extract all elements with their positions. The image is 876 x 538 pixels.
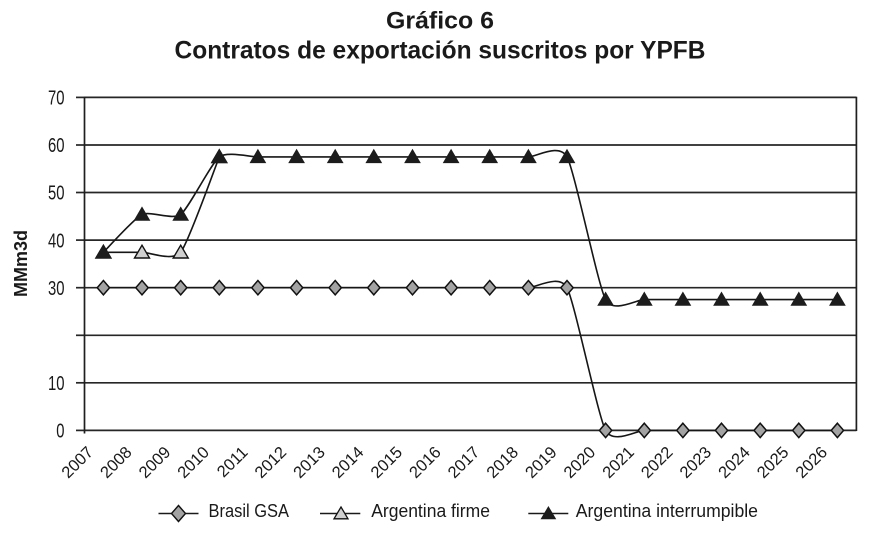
svg-text:Argentina firme: Argentina firme [371, 501, 490, 521]
svg-text:10: 10 [48, 373, 65, 395]
svg-text:Brasil GSA: Brasil GSA [209, 501, 290, 521]
svg-text:Gráfico 6: Gráfico 6 [386, 8, 494, 35]
svg-text:60: 60 [48, 135, 65, 157]
svg-text:40: 40 [48, 230, 65, 252]
svg-text:MMm3d: MMm3d [11, 230, 31, 297]
svg-text:50: 50 [48, 183, 65, 205]
svg-text:Contratos de exportación suscr: Contratos de exportación suscritos por Y… [175, 38, 706, 65]
svg-text:30: 30 [48, 278, 65, 300]
svg-text:0: 0 [56, 421, 64, 443]
svg-text:70: 70 [48, 88, 65, 110]
svg-text:Argentina interrumpible: Argentina interrumpible [576, 501, 758, 521]
